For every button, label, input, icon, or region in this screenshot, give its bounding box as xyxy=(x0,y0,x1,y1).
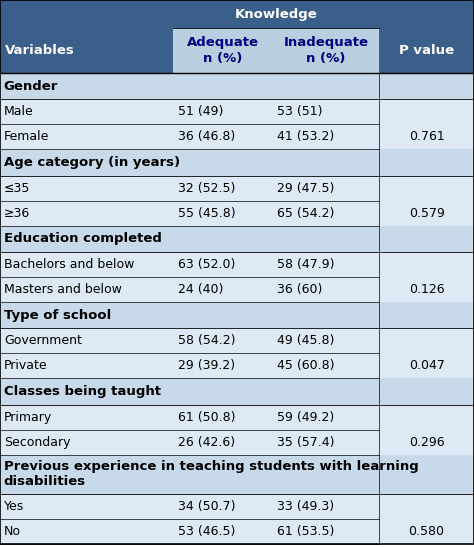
Text: 33 (49.3): 33 (49.3) xyxy=(277,500,335,513)
Text: Private: Private xyxy=(4,359,47,373)
Bar xyxy=(0,0,474,28)
Text: Secondary: Secondary xyxy=(4,436,70,449)
Text: 58 (54.2): 58 (54.2) xyxy=(178,334,235,347)
Bar xyxy=(0,277,474,302)
Text: 0.296: 0.296 xyxy=(409,436,445,449)
Text: 0.047: 0.047 xyxy=(409,359,445,373)
Text: ≥36: ≥36 xyxy=(4,207,30,220)
Bar xyxy=(0,455,474,494)
Bar xyxy=(0,28,173,73)
Text: 0.579: 0.579 xyxy=(409,207,445,220)
Text: 24 (40): 24 (40) xyxy=(178,283,223,296)
Bar xyxy=(273,28,379,73)
Text: Bachelors and below: Bachelors and below xyxy=(4,258,134,271)
Text: 58 (47.9): 58 (47.9) xyxy=(277,258,335,271)
Text: 36 (60): 36 (60) xyxy=(277,283,323,296)
Bar xyxy=(0,302,474,328)
Bar xyxy=(0,226,474,252)
Text: 63 (52.0): 63 (52.0) xyxy=(178,258,235,271)
Text: 65 (54.2): 65 (54.2) xyxy=(277,207,335,220)
Text: 53 (46.5): 53 (46.5) xyxy=(178,525,235,538)
Text: 61 (50.8): 61 (50.8) xyxy=(178,411,235,424)
Text: 49 (45.8): 49 (45.8) xyxy=(277,334,335,347)
Text: 29 (47.5): 29 (47.5) xyxy=(277,182,335,195)
Text: No: No xyxy=(4,525,21,538)
Text: 36 (46.8): 36 (46.8) xyxy=(178,130,235,143)
Text: 55 (45.8): 55 (45.8) xyxy=(178,207,236,220)
Text: Variables: Variables xyxy=(5,44,74,57)
Text: Primary: Primary xyxy=(4,411,52,424)
Text: 29 (39.2): 29 (39.2) xyxy=(178,359,235,373)
Text: 0.580: 0.580 xyxy=(409,525,445,538)
Text: Classes being taught: Classes being taught xyxy=(4,385,161,398)
Text: 45 (60.8): 45 (60.8) xyxy=(277,359,335,373)
Bar xyxy=(173,28,273,73)
Bar xyxy=(0,252,474,277)
Text: 26 (42.6): 26 (42.6) xyxy=(178,436,235,449)
Bar xyxy=(0,494,474,519)
Text: Adequate
n (%): Adequate n (%) xyxy=(187,36,259,65)
Text: Knowledge: Knowledge xyxy=(235,8,318,21)
Bar xyxy=(0,405,474,430)
Text: Yes: Yes xyxy=(4,500,24,513)
Text: Education completed: Education completed xyxy=(4,232,162,246)
Text: 0.761: 0.761 xyxy=(409,130,445,143)
Bar xyxy=(0,328,474,353)
Text: Previous experience in teaching students with learning
disabilities: Previous experience in teaching students… xyxy=(4,461,419,488)
Bar xyxy=(379,28,474,73)
Text: Age category (in years): Age category (in years) xyxy=(4,156,180,169)
Text: 53 (51): 53 (51) xyxy=(277,106,323,118)
Bar xyxy=(0,73,474,99)
Text: 61 (53.5): 61 (53.5) xyxy=(277,525,335,538)
Text: Male: Male xyxy=(4,106,34,118)
Text: Inadequate
n (%): Inadequate n (%) xyxy=(283,36,368,65)
Text: 35 (57.4): 35 (57.4) xyxy=(277,436,335,449)
Bar xyxy=(0,379,474,405)
Text: Type of school: Type of school xyxy=(4,309,111,322)
Text: 34 (50.7): 34 (50.7) xyxy=(178,500,235,513)
Text: Female: Female xyxy=(4,130,49,143)
Text: 41 (53.2): 41 (53.2) xyxy=(277,130,335,143)
Bar xyxy=(0,124,474,149)
Text: ≤35: ≤35 xyxy=(4,182,30,195)
Bar xyxy=(0,201,474,226)
Text: Masters and below: Masters and below xyxy=(4,283,122,296)
Bar xyxy=(0,430,474,455)
Text: Government: Government xyxy=(4,334,82,347)
Text: P value: P value xyxy=(399,44,454,57)
Bar xyxy=(0,149,474,176)
Text: 59 (49.2): 59 (49.2) xyxy=(277,411,335,424)
Text: Gender: Gender xyxy=(4,80,58,92)
Bar xyxy=(0,353,474,379)
Bar xyxy=(0,99,474,124)
Text: 32 (52.5): 32 (52.5) xyxy=(178,182,235,195)
Text: 0.126: 0.126 xyxy=(409,283,445,296)
Text: 51 (49): 51 (49) xyxy=(178,106,223,118)
Bar xyxy=(0,176,474,201)
Bar xyxy=(0,519,474,544)
